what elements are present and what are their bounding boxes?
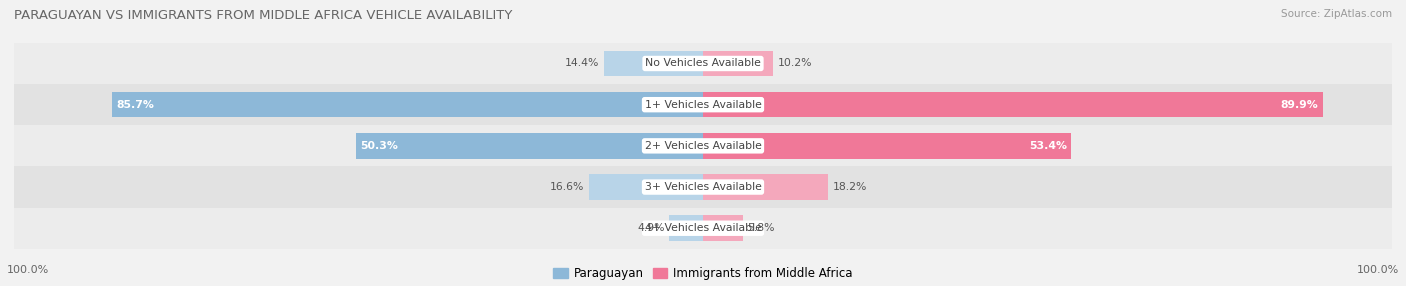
Bar bbox=[703, 174, 828, 200]
Text: 100.0%: 100.0% bbox=[1357, 265, 1399, 275]
Bar bbox=[14, 166, 1392, 208]
Bar bbox=[603, 51, 703, 76]
Text: 50.3%: 50.3% bbox=[360, 141, 398, 151]
Text: 4+ Vehicles Available: 4+ Vehicles Available bbox=[644, 223, 762, 233]
Text: 1+ Vehicles Available: 1+ Vehicles Available bbox=[644, 100, 762, 110]
Bar bbox=[14, 43, 1392, 84]
Text: 10.2%: 10.2% bbox=[778, 59, 811, 68]
Bar bbox=[14, 84, 1392, 125]
Bar bbox=[703, 92, 1323, 118]
Text: 100.0%: 100.0% bbox=[7, 265, 49, 275]
Text: 3+ Vehicles Available: 3+ Vehicles Available bbox=[644, 182, 762, 192]
Bar bbox=[703, 215, 742, 241]
Text: 14.4%: 14.4% bbox=[565, 59, 599, 68]
Bar bbox=[669, 215, 703, 241]
Bar bbox=[14, 125, 1392, 166]
Text: PARAGUAYAN VS IMMIGRANTS FROM MIDDLE AFRICA VEHICLE AVAILABILITY: PARAGUAYAN VS IMMIGRANTS FROM MIDDLE AFR… bbox=[14, 9, 512, 21]
Text: 2+ Vehicles Available: 2+ Vehicles Available bbox=[644, 141, 762, 151]
Bar bbox=[589, 174, 703, 200]
Bar bbox=[703, 51, 773, 76]
Text: 16.6%: 16.6% bbox=[550, 182, 585, 192]
Bar bbox=[112, 92, 703, 118]
Text: 89.9%: 89.9% bbox=[1281, 100, 1319, 110]
Bar bbox=[703, 133, 1071, 159]
Legend: Paraguayan, Immigrants from Middle Africa: Paraguayan, Immigrants from Middle Afric… bbox=[554, 267, 852, 280]
Text: 18.2%: 18.2% bbox=[832, 182, 868, 192]
Bar bbox=[14, 208, 1392, 249]
Text: 4.9%: 4.9% bbox=[637, 223, 665, 233]
Text: 53.4%: 53.4% bbox=[1029, 141, 1067, 151]
Bar bbox=[356, 133, 703, 159]
Text: 5.8%: 5.8% bbox=[747, 223, 775, 233]
Text: 85.7%: 85.7% bbox=[117, 100, 155, 110]
Text: Source: ZipAtlas.com: Source: ZipAtlas.com bbox=[1281, 9, 1392, 19]
Text: No Vehicles Available: No Vehicles Available bbox=[645, 59, 761, 68]
